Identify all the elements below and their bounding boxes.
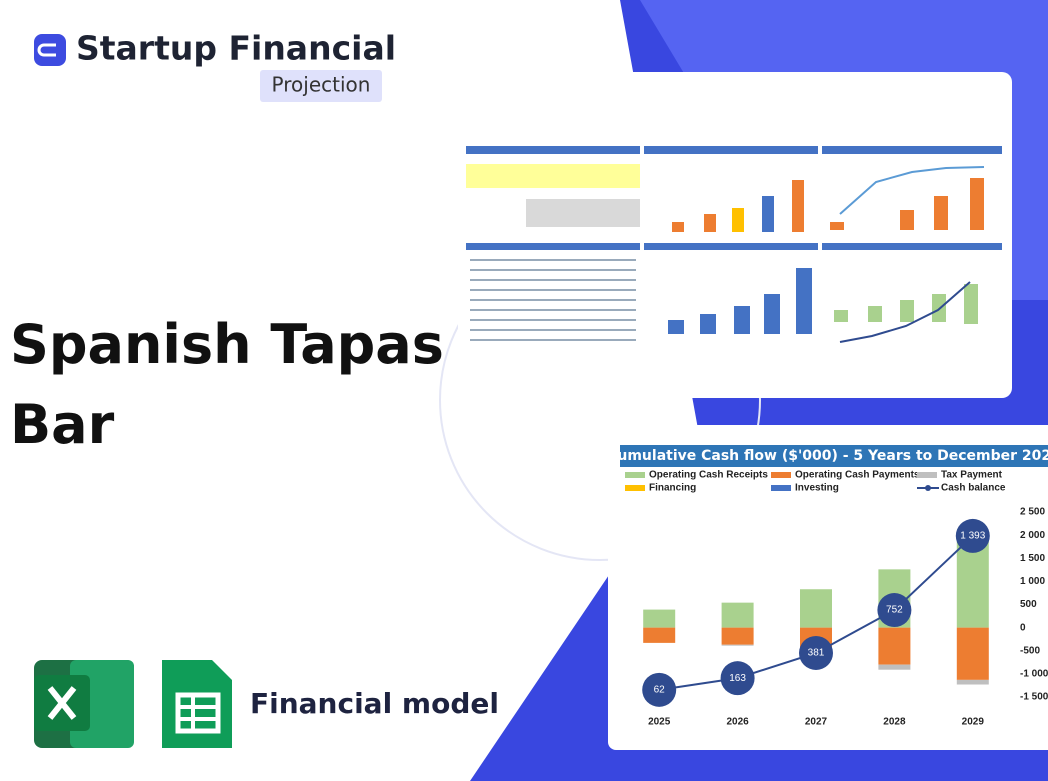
sheets-icon	[162, 660, 232, 748]
bar-segment	[721, 627, 754, 645]
sheets-grid	[178, 695, 218, 731]
page-title: Spanish Tapas Bar	[10, 313, 444, 456]
thumb-bar	[934, 196, 948, 230]
plot: 2 500 2 000 1 500 1 000 500 0 -500 -1 000 -1 500…	[625, 470, 1048, 728]
thumb-bar	[868, 306, 882, 322]
y-tick-label: 2 000	[1020, 530, 1045, 541]
footer-label: Financial model	[250, 687, 499, 720]
thumb-header	[822, 243, 1002, 250]
bar-segment	[721, 602, 754, 628]
chart-title-bar	[620, 445, 1048, 467]
brand-name: Startup Financial	[76, 29, 396, 68]
thumb-header	[466, 146, 640, 154]
line-point	[799, 635, 833, 670]
bar-segment	[956, 539, 989, 628]
legend-swatch	[625, 485, 645, 491]
thumb-bar	[764, 294, 780, 334]
line-point	[955, 518, 990, 553]
data-label: 381	[808, 648, 825, 659]
y-tick-label: 2 500	[1020, 507, 1045, 518]
thumb-bar	[732, 208, 744, 232]
thumb-bar	[970, 178, 984, 230]
excel-icon-x	[47, 686, 77, 720]
line-point	[877, 593, 912, 628]
sheets-grid	[175, 692, 221, 734]
spreadsheet-thumbnail	[458, 72, 1012, 398]
bar-segment	[721, 644, 754, 646]
brand-tag: Projection	[272, 73, 371, 97]
thumbnail-card	[458, 72, 1012, 398]
thumb-rows	[470, 259, 636, 341]
data-label: 752	[886, 605, 903, 616]
y-tick-label: -1 000	[1020, 669, 1048, 680]
legend-swatch	[771, 485, 791, 491]
legend-label: Operating Cash Receipts	[649, 470, 768, 481]
thumb-bar	[672, 222, 684, 232]
x-tick-label: 2027	[805, 717, 828, 728]
y-tick-label: 500	[1020, 599, 1037, 610]
x-tick-label: 2026	[726, 717, 749, 728]
legend-label: Financing	[649, 483, 696, 494]
line-point	[720, 661, 755, 696]
chart-card	[608, 425, 1048, 750]
legend-swatch	[771, 472, 791, 478]
thumb-bar	[964, 284, 978, 324]
line-point	[642, 672, 677, 707]
bar-segment	[878, 627, 911, 665]
x-tick-label: 2028	[883, 717, 906, 728]
thumb-header	[466, 243, 640, 250]
thumb-bar	[704, 214, 716, 232]
thumb-header	[644, 243, 818, 250]
bar-segment	[643, 609, 676, 628]
thumb-bar	[762, 196, 774, 232]
y-tick-label: -500	[1020, 645, 1040, 656]
thumb-bar	[834, 310, 848, 322]
bar-segment	[800, 589, 832, 628]
data-label: 62	[654, 684, 666, 695]
thumb-bar	[900, 210, 914, 230]
thumb-line	[839, 166, 985, 215]
thumb-bar	[900, 300, 914, 322]
logo	[34, 34, 66, 66]
thumb-bar	[792, 180, 804, 232]
bar-segment	[643, 627, 676, 643]
y-tick-label: 1 000	[1020, 576, 1045, 587]
thumb-bar	[668, 320, 684, 334]
bar-segment	[956, 627, 989, 680]
x-tick-label: 2029	[962, 717, 985, 728]
legend-label: Operating Cash Payments	[795, 470, 920, 481]
thumb-header	[822, 146, 1002, 154]
legend-swatch	[925, 485, 931, 491]
thumb-bar	[830, 222, 844, 230]
y-tick-label: -1 500	[1020, 692, 1048, 703]
bar-segment	[956, 679, 989, 685]
y-tick-label: 1 500	[1020, 553, 1045, 564]
thumb-cells	[466, 164, 640, 188]
thumb-header	[644, 146, 818, 154]
legend-label: Cash balance	[941, 483, 1006, 494]
brand-tag-bg	[260, 70, 382, 102]
legend-swatch	[917, 472, 937, 478]
data-label: 163	[729, 673, 746, 684]
chart-title: Cumulative Cash flow ($'000) - 5 Years t…	[607, 448, 1048, 464]
bar-segment	[878, 664, 911, 670]
thumb-line	[839, 281, 971, 343]
y-tick-label: 0	[1020, 622, 1026, 633]
thumb-bar	[700, 314, 716, 334]
title-box: Spanish Tapas Bar	[10, 313, 444, 456]
logo-mark	[37, 43, 56, 57]
thumb-bar	[796, 268, 812, 334]
legend-label: Investing	[795, 483, 839, 494]
data-label: 1 393	[960, 531, 985, 542]
x-tick-label: 2025	[648, 717, 671, 728]
legend-label: Tax Payment	[941, 470, 1003, 481]
thumb-bar	[734, 306, 750, 334]
thumb-cells	[526, 199, 640, 227]
legend-swatch	[625, 472, 645, 478]
